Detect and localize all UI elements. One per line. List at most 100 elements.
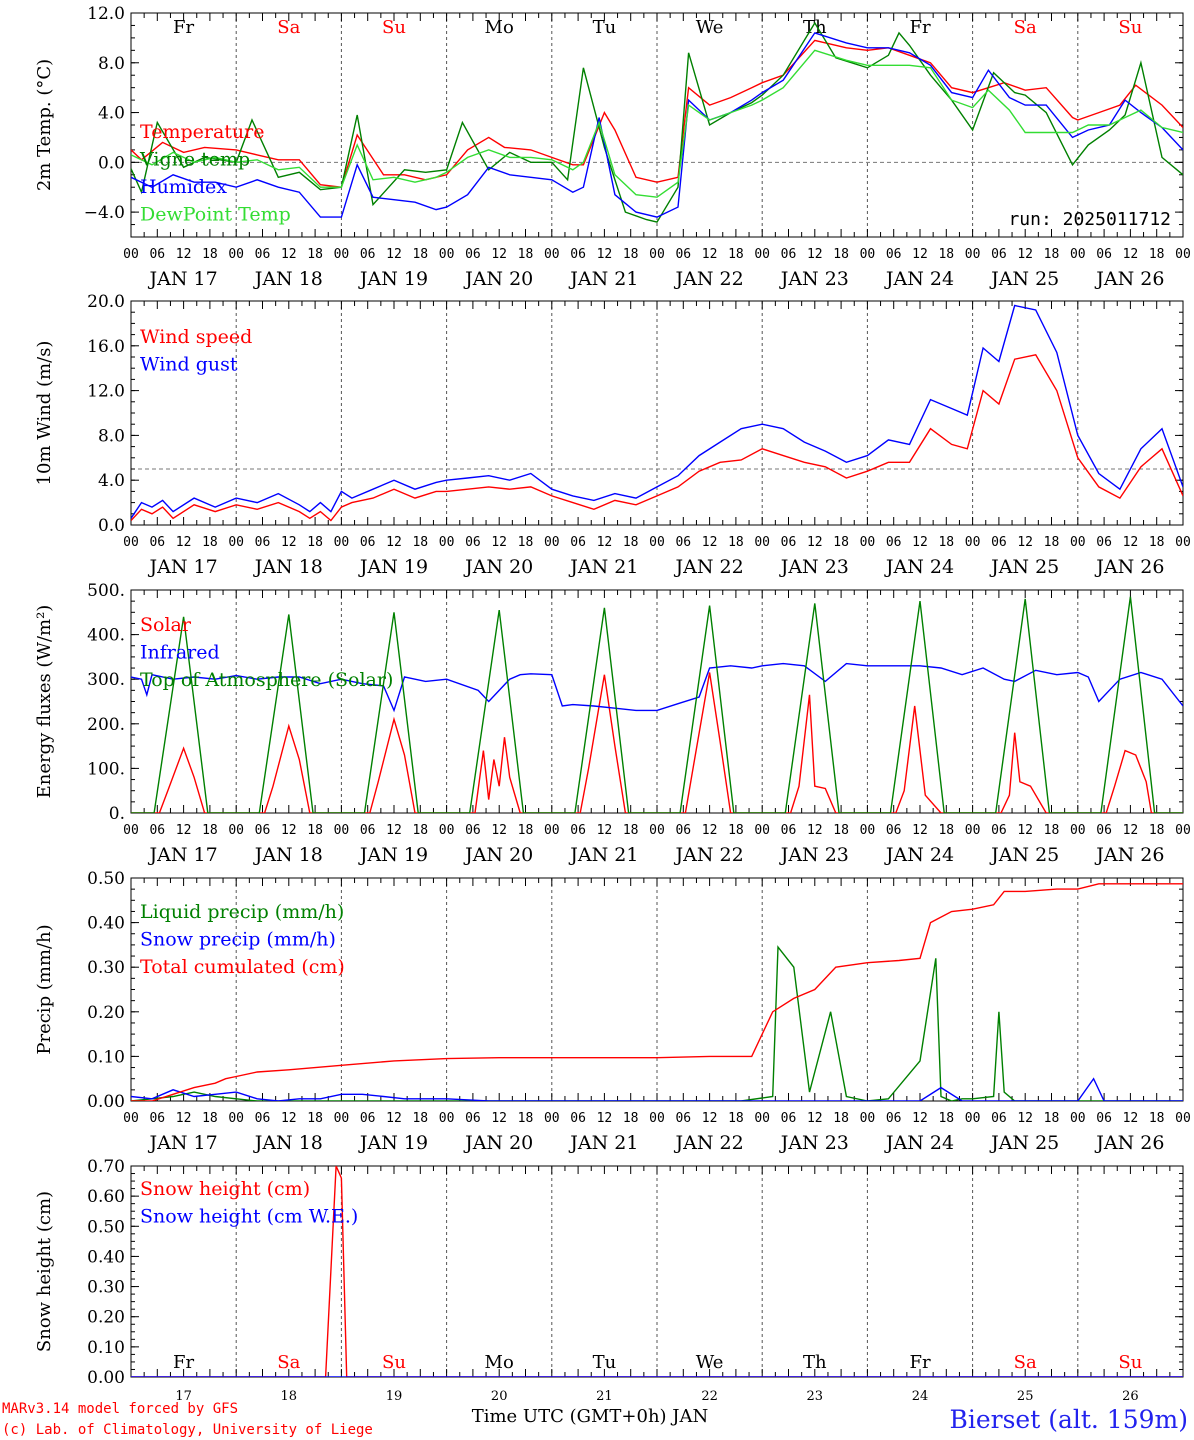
hour-tick-label: 00 bbox=[860, 823, 876, 838]
hour-tick-label: 12 bbox=[1123, 823, 1139, 838]
day-number-label: 17 bbox=[175, 1389, 192, 1404]
day-number-label: 22 bbox=[701, 1389, 718, 1404]
legend-entry: Humidex bbox=[140, 176, 227, 198]
day-number-label: 23 bbox=[807, 1389, 824, 1404]
date-label: JAN 23 bbox=[779, 1132, 849, 1154]
hour-tick-label: 06 bbox=[1096, 1111, 1112, 1126]
date-label: JAN 20 bbox=[463, 844, 533, 866]
y-tick-label: 200. bbox=[87, 715, 125, 735]
weekday-label: Tu bbox=[593, 17, 617, 38]
date-label: JAN 22 bbox=[674, 556, 744, 578]
hour-tick-label: 12 bbox=[597, 823, 613, 838]
date-label: JAN 24 bbox=[884, 268, 954, 290]
hour-tick-label: 00 bbox=[860, 1111, 876, 1126]
y-tick-label: 0.60 bbox=[87, 1187, 125, 1207]
y-tick-label: 0.30 bbox=[87, 958, 125, 978]
date-label: JAN 25 bbox=[989, 844, 1059, 866]
weekday-label: Fr bbox=[173, 1352, 194, 1373]
hour-tick-label: 12 bbox=[807, 535, 823, 550]
hour-tick-label: 06 bbox=[1096, 247, 1112, 262]
station-name: Bierset (alt. 159m) bbox=[949, 1405, 1188, 1434]
hour-tick-label: 00 bbox=[754, 535, 770, 550]
hour-tick-label: 18 bbox=[728, 823, 744, 838]
date-label: JAN 21 bbox=[568, 844, 638, 866]
hour-tick-label: 12 bbox=[491, 823, 507, 838]
hour-tick-label: 06 bbox=[675, 535, 691, 550]
hour-tick-label: 00 bbox=[439, 247, 455, 262]
hour-tick-label: 18 bbox=[307, 1111, 323, 1126]
series-line-top-of-atmosphere-solar- bbox=[131, 596, 1183, 813]
hour-tick-label: 18 bbox=[938, 823, 954, 838]
hour-tick-label: 18 bbox=[1149, 247, 1165, 262]
hour-tick-label: 12 bbox=[702, 535, 718, 550]
y-tick-label: 100. bbox=[87, 759, 125, 779]
legend-entry: Snow precip (mm/h) bbox=[140, 929, 336, 951]
series-line-total-cumulated-cm- bbox=[131, 883, 1183, 1101]
hour-tick-label: 06 bbox=[149, 823, 165, 838]
weekday-label: Su bbox=[382, 17, 406, 38]
series-line-snow-precip-mm-h- bbox=[131, 1077, 1183, 1101]
hour-tick-label: 00 bbox=[123, 823, 139, 838]
day-number-label: 18 bbox=[281, 1389, 298, 1404]
date-label: JAN 25 bbox=[989, 268, 1059, 290]
date-label: JAN 23 bbox=[779, 556, 849, 578]
hour-tick-label: 00 bbox=[228, 823, 244, 838]
hour-tick-label: 06 bbox=[886, 823, 902, 838]
hour-tick-label: 06 bbox=[675, 247, 691, 262]
hour-tick-label: 18 bbox=[728, 247, 744, 262]
date-label: JAN 17 bbox=[148, 844, 218, 866]
hour-tick-label: 12 bbox=[176, 823, 192, 838]
y-tick-label: −4.0 bbox=[84, 203, 125, 223]
panel-4: 0.50 0.40 0.30 0.20 0.10 0.00 Precip (mm/h) 00 0… bbox=[34, 869, 1191, 1154]
panel-2: 20.0 16.0 12.0 8.0 4.0 0.0 10m Wind (m/s) 00 06 1… bbox=[34, 292, 1191, 578]
hour-tick-label: 12 bbox=[597, 1111, 613, 1126]
hour-tick-label: 00 bbox=[1175, 1111, 1191, 1126]
hour-tick-label: 18 bbox=[202, 247, 218, 262]
hour-tick-label: 12 bbox=[912, 1111, 928, 1126]
day-number-label: 21 bbox=[596, 1389, 613, 1404]
hour-tick-label: 18 bbox=[1149, 823, 1165, 838]
y-tick-label: 8.0 bbox=[98, 426, 125, 446]
hour-tick-label: 00 bbox=[334, 247, 350, 262]
hour-tick-label: 06 bbox=[360, 535, 376, 550]
legend-entry: Liquid precip (mm/h) bbox=[140, 901, 344, 923]
y-tick-label: 4.0 bbox=[98, 471, 125, 491]
hour-tick-label: 00 bbox=[123, 247, 139, 262]
y-tick-label: 8.0 bbox=[98, 54, 125, 74]
y-tick-label: 0. bbox=[109, 804, 125, 824]
hour-tick-label: 12 bbox=[597, 247, 613, 262]
hour-tick-label: 00 bbox=[123, 1111, 139, 1126]
legend-entry: Vigne temp bbox=[139, 149, 250, 171]
hour-tick-label: 12 bbox=[807, 1111, 823, 1126]
date-label: JAN 19 bbox=[358, 844, 428, 866]
date-label: JAN 26 bbox=[1094, 268, 1164, 290]
date-label: JAN 22 bbox=[674, 844, 744, 866]
y-tick-label: 0.30 bbox=[87, 1278, 125, 1298]
y-tick-label: 0.40 bbox=[87, 914, 125, 934]
hour-tick-label: 18 bbox=[938, 247, 954, 262]
hour-tick-label: 00 bbox=[1070, 1111, 1086, 1126]
legend-entry: Snow height (cm) bbox=[140, 1178, 310, 1200]
y-tick-label: 0.40 bbox=[87, 1247, 125, 1267]
date-label: JAN 18 bbox=[253, 268, 323, 290]
date-label: JAN 22 bbox=[674, 268, 744, 290]
hour-tick-label: 06 bbox=[886, 247, 902, 262]
hour-tick-label: 00 bbox=[965, 1111, 981, 1126]
series-line-infrared bbox=[131, 662, 1183, 713]
hour-tick-label: 06 bbox=[781, 823, 797, 838]
hour-tick-label: 00 bbox=[123, 535, 139, 550]
date-label: JAN 20 bbox=[463, 268, 533, 290]
hour-tick-label: 00 bbox=[334, 1111, 350, 1126]
date-label: JAN 18 bbox=[253, 1132, 323, 1154]
hour-tick-label: 12 bbox=[1017, 823, 1033, 838]
date-label: JAN 19 bbox=[358, 1132, 428, 1154]
hour-tick-label: 00 bbox=[860, 535, 876, 550]
hour-tick-label: 00 bbox=[544, 1111, 560, 1126]
hour-tick-label: 06 bbox=[255, 823, 271, 838]
hour-tick-label: 12 bbox=[912, 247, 928, 262]
weekday-label: Fr bbox=[173, 17, 194, 38]
date-label: JAN 24 bbox=[884, 556, 954, 578]
hour-tick-label: 18 bbox=[412, 535, 428, 550]
y-axis-label: 10m Wind (m/s) bbox=[34, 341, 55, 486]
hour-tick-label: 06 bbox=[149, 535, 165, 550]
